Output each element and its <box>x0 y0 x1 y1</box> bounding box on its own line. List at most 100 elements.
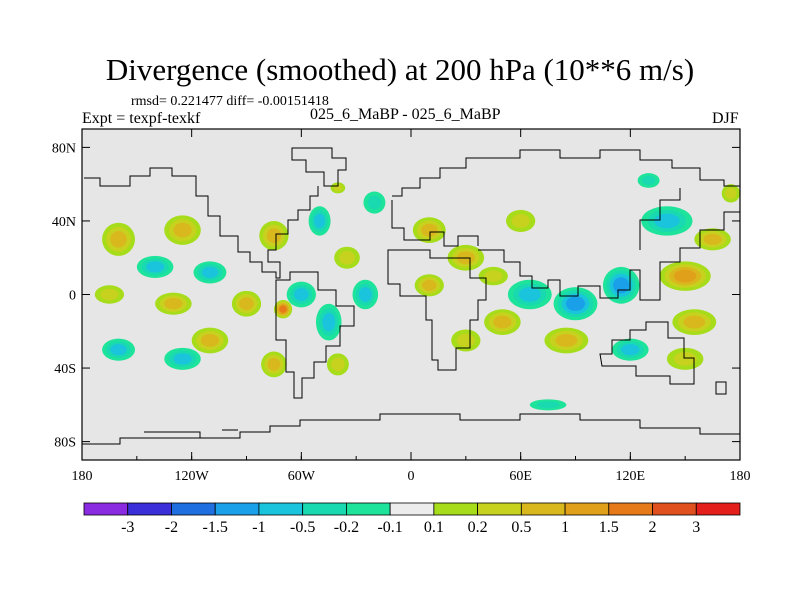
coast-arabia-india <box>478 211 740 301</box>
anomaly-20-ring-2 <box>421 223 438 237</box>
coast-europe-asia <box>392 149 740 197</box>
colorbar-label-5: -0.2 <box>334 519 359 536</box>
coast-south-america <box>275 271 355 399</box>
anomaly-37-ring-1 <box>725 187 737 200</box>
anomaly-6-ring-2 <box>239 297 254 311</box>
anomaly-36-ring-1 <box>511 214 530 228</box>
coastlines <box>82 147 740 445</box>
anomaly-30-ring-3 <box>673 269 697 283</box>
colorbar-swatch-4 <box>258 502 304 516</box>
anomaly-3-ring-2 <box>201 266 219 278</box>
colorbar-swatch-9 <box>477 502 522 516</box>
colorbar-label-4: -0.5 <box>290 519 315 536</box>
colorbar-label-12: 2 <box>649 519 657 536</box>
coast-africa <box>387 249 487 371</box>
colorbar-label-2: -1.5 <box>203 519 228 536</box>
colorbar-swatch-8 <box>433 502 479 516</box>
anomaly-27-ring-2 <box>493 315 512 329</box>
anomaly-28-ring-2 <box>555 334 578 347</box>
anomaly-9-ring-2 <box>322 312 336 332</box>
case-label: 025_6_MaBP - 025_6_MaBP <box>310 106 501 123</box>
colorbar-swatch-3 <box>214 502 260 516</box>
anomaly-31-ring-2 <box>683 315 706 329</box>
anomaly-1-ring-2 <box>173 222 192 238</box>
x-tick-label-3: 0 <box>408 469 415 484</box>
colorbar-swatch-13 <box>652 502 697 516</box>
anomaly-17-ring-1 <box>331 357 345 372</box>
colorbar-swatch-2 <box>171 502 216 516</box>
anomaly-8-ring-2 <box>294 288 309 301</box>
colorbar-label-7: 0.1 <box>424 519 444 536</box>
y-tick-label-4: 80S <box>54 436 76 451</box>
colorbar-swatch-5 <box>302 502 347 516</box>
x-tick-label-0: 180 <box>72 469 93 484</box>
x-tick-label-2: 60W <box>288 469 316 484</box>
colorbar-label-6: -0.1 <box>377 519 402 536</box>
anomaly-11-ring-1 <box>339 250 356 265</box>
anomaly-5-ring-2 <box>164 298 183 310</box>
anomaly-39-ring-1 <box>641 175 656 186</box>
colorbar-label-3: -1 <box>252 519 265 536</box>
coast-north-america <box>84 167 319 279</box>
anomaly-33-ring-2 <box>703 233 722 245</box>
anomaly-13-ring-2 <box>200 334 220 347</box>
anomaly-32-ring-2 <box>654 213 680 229</box>
stats-label: rmsd= 0.221477 diff= -0.00151418 <box>131 94 329 109</box>
anomaly-23-ring-1 <box>484 270 503 282</box>
experiment-label: Expt = texpf-texkf <box>82 110 201 127</box>
coast-antarctica <box>82 413 740 445</box>
colorbar-label-1: -2 <box>165 519 178 536</box>
anomaly-2-ring-2 <box>145 261 165 273</box>
anomaly-19-ring-1 <box>367 195 382 210</box>
anomaly-4-ring-1 <box>100 288 119 301</box>
coast-new-zealand <box>715 381 727 395</box>
colorbar-label-8: 0.2 <box>468 519 488 536</box>
colorbar-label-13: 3 <box>692 519 700 536</box>
x-tick-label-4: 60E <box>509 469 532 484</box>
x-tick-label-1: 120W <box>175 469 210 484</box>
colorbar-swatch-0 <box>83 502 129 516</box>
axis-ticks: 180 120W 60W 0 60E 120E 180 80N 40N 0 40S 80S <box>52 129 751 484</box>
y-tick-label-1: 40N <box>52 215 76 230</box>
anomaly-34-ring-2 <box>621 344 640 356</box>
anomaly-25-ring-3 <box>565 296 586 311</box>
anomaly-12-ring-2 <box>266 228 282 244</box>
colorbar-swatch-10 <box>520 502 566 516</box>
colorbar-swatch-6 <box>345 502 391 516</box>
anomaly-7-ring-4 <box>279 305 287 313</box>
season-label: DJF <box>712 110 739 127</box>
anomaly-10-ring-2 <box>358 287 372 302</box>
anomaly-15-ring-2 <box>173 353 192 365</box>
anomaly-16-ring-2 <box>267 357 281 371</box>
anomaly-14-ring-2 <box>110 344 127 356</box>
anomaly-35-ring-1 <box>673 351 697 366</box>
coast-australia <box>599 321 695 385</box>
anomaly-22-ring-2 <box>421 279 437 291</box>
anomaly-18-ring-2 <box>314 213 326 229</box>
coast-east-asia <box>639 188 681 250</box>
colorbar-swatch-7 <box>389 502 435 516</box>
x-tick-label-6: 180 <box>730 469 751 484</box>
anomaly-24-ring-2 <box>518 287 541 302</box>
coast-greenland <box>291 147 347 187</box>
coast-iberia-med <box>391 200 479 247</box>
anomaly-26-ring-3 <box>613 277 630 294</box>
colorbar-label-0: -3 <box>121 519 134 536</box>
x-tick-label-5: 120E <box>616 469 646 484</box>
y-tick-label-2: 0 <box>69 289 76 304</box>
colorbar-swatch-1 <box>127 502 172 516</box>
colorbar-swatch-11 <box>564 502 610 516</box>
y-tick-label-3: 40S <box>54 362 76 377</box>
colorbar-swatch-14 <box>695 502 741 516</box>
anomaly-38-ring-1 <box>536 401 560 409</box>
y-tick-label-0: 80N <box>52 141 76 156</box>
coast-antarctic-peninsula <box>144 429 238 438</box>
anomaly-29-ring-1 <box>456 333 475 348</box>
colorbar-swatch-12 <box>608 502 653 516</box>
colorbar-label-10: 1 <box>561 519 569 536</box>
chart-title: Divergence (smoothed) at 200 hPa (10**6 … <box>105 52 695 87</box>
colorbar-label-11: 1.5 <box>599 519 619 536</box>
colorbar-label-9: 0.5 <box>511 519 531 536</box>
anomaly-0-ring-2 <box>110 231 127 248</box>
